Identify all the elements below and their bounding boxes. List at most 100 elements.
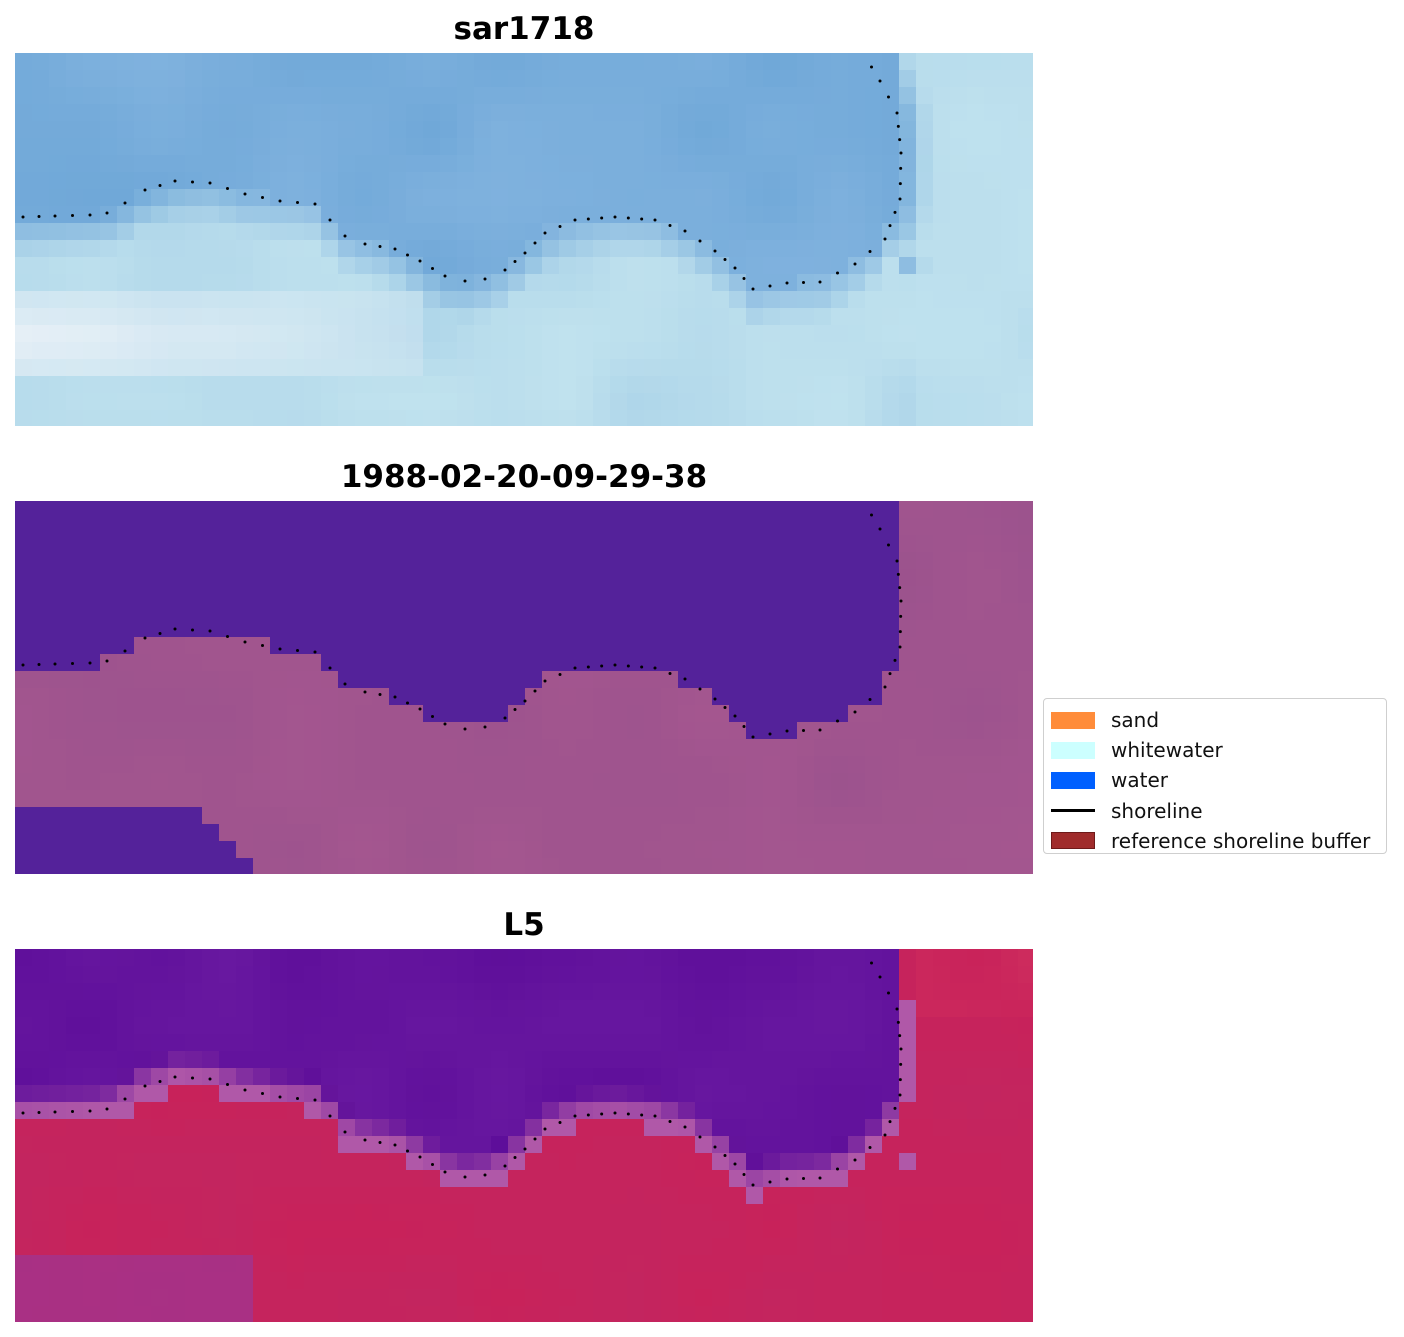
image-pixel bbox=[15, 155, 33, 173]
image-pixel bbox=[1018, 1068, 1033, 1086]
image-pixel bbox=[950, 790, 968, 808]
image-pixel bbox=[508, 773, 526, 791]
image-pixel bbox=[542, 376, 560, 394]
image-pixel bbox=[763, 53, 781, 71]
shoreline-dot bbox=[406, 701, 409, 705]
image-pixel bbox=[967, 87, 985, 105]
image-pixel bbox=[627, 376, 645, 394]
image-pixel bbox=[695, 586, 713, 604]
image-pixel bbox=[542, 87, 560, 105]
image-pixel bbox=[66, 121, 84, 139]
image-pixel bbox=[219, 983, 237, 1001]
image-pixel bbox=[525, 841, 543, 859]
image-pixel bbox=[729, 790, 747, 808]
image-pixel bbox=[695, 722, 713, 740]
image-pixel bbox=[270, 535, 288, 553]
image-pixel bbox=[83, 966, 101, 984]
image-pixel bbox=[865, 121, 883, 139]
image-pixel bbox=[797, 756, 815, 774]
image-pixel bbox=[882, 1272, 900, 1290]
image-pixel bbox=[1018, 569, 1033, 587]
image-pixel bbox=[253, 841, 271, 859]
image-pixel bbox=[763, 983, 781, 1001]
image-pixel bbox=[865, 189, 883, 207]
image-pixel bbox=[1018, 518, 1033, 536]
image-pixel bbox=[423, 342, 441, 360]
image-pixel bbox=[865, 1051, 883, 1069]
image-pixel bbox=[678, 1153, 696, 1171]
image-pixel bbox=[270, 1170, 288, 1188]
image-pixel bbox=[814, 949, 832, 967]
shoreline-dot bbox=[503, 1164, 507, 1168]
image-pixel bbox=[338, 824, 356, 842]
image-pixel bbox=[355, 1272, 373, 1290]
image-pixel bbox=[321, 104, 339, 122]
image-pixel bbox=[338, 393, 356, 411]
image-pixel bbox=[525, 620, 543, 638]
image-pixel bbox=[100, 705, 118, 723]
image-pixel bbox=[712, 376, 730, 394]
image-pixel bbox=[848, 586, 866, 604]
image-pixel bbox=[950, 501, 968, 519]
image-pixel bbox=[168, 274, 186, 292]
image-pixel bbox=[542, 121, 560, 139]
image-pixel bbox=[899, 1187, 917, 1205]
image-pixel bbox=[219, 722, 237, 740]
image-pixel bbox=[695, 569, 713, 587]
image-pixel bbox=[304, 569, 322, 587]
image-pixel bbox=[66, 223, 84, 241]
image-pixel bbox=[1001, 841, 1019, 859]
image-pixel bbox=[423, 257, 441, 275]
image-pixel bbox=[355, 773, 373, 791]
image-pixel bbox=[15, 824, 33, 842]
image-pixel bbox=[83, 274, 101, 292]
image-pixel bbox=[134, 1085, 152, 1103]
shoreline-dot bbox=[613, 215, 617, 219]
image-pixel bbox=[559, 858, 577, 874]
image-pixel bbox=[83, 172, 101, 190]
image-pixel bbox=[49, 342, 67, 360]
image-pixel bbox=[525, 654, 543, 672]
image-pixel bbox=[15, 376, 33, 394]
image-pixel bbox=[117, 1204, 135, 1222]
image-pixel bbox=[423, 535, 441, 553]
image-pixel bbox=[576, 240, 594, 258]
image-pixel bbox=[712, 756, 730, 774]
image-pixel bbox=[882, 291, 900, 309]
image-pixel bbox=[457, 949, 475, 967]
image-pixel bbox=[321, 1306, 339, 1322]
image-pixel bbox=[950, 223, 968, 241]
image-pixel bbox=[49, 155, 67, 173]
image-pixel bbox=[151, 824, 169, 842]
image-pixel bbox=[117, 87, 135, 105]
image-pixel bbox=[406, 1085, 424, 1103]
image-pixel bbox=[814, 410, 832, 426]
image-pixel bbox=[304, 274, 322, 292]
image-pixel bbox=[865, 223, 883, 241]
image-pixel bbox=[202, 70, 220, 88]
image-pixel bbox=[729, 688, 747, 706]
image-pixel bbox=[83, 518, 101, 536]
image-pixel bbox=[338, 807, 356, 825]
image-pixel bbox=[933, 1051, 951, 1069]
image-pixel bbox=[712, 688, 730, 706]
image-pixel bbox=[372, 1068, 390, 1086]
image-pixel bbox=[831, 1136, 849, 1154]
image-pixel bbox=[287, 257, 305, 275]
image-pixel bbox=[882, 637, 900, 655]
image-pixel bbox=[389, 671, 407, 689]
image-pixel bbox=[474, 1272, 492, 1290]
image-pixel bbox=[440, 807, 458, 825]
image-pixel bbox=[49, 688, 67, 706]
image-pixel bbox=[525, 1051, 543, 1069]
image-pixel bbox=[933, 722, 951, 740]
image-pixel bbox=[100, 824, 118, 842]
image-pixel bbox=[729, 291, 747, 309]
image-pixel bbox=[491, 240, 509, 258]
image-pixel bbox=[984, 104, 1002, 122]
image-pixel bbox=[32, 138, 50, 156]
shoreline-dot bbox=[899, 1047, 903, 1051]
image-pixel bbox=[950, 1119, 968, 1137]
image-pixel bbox=[933, 1085, 951, 1103]
image-pixel bbox=[49, 308, 67, 326]
